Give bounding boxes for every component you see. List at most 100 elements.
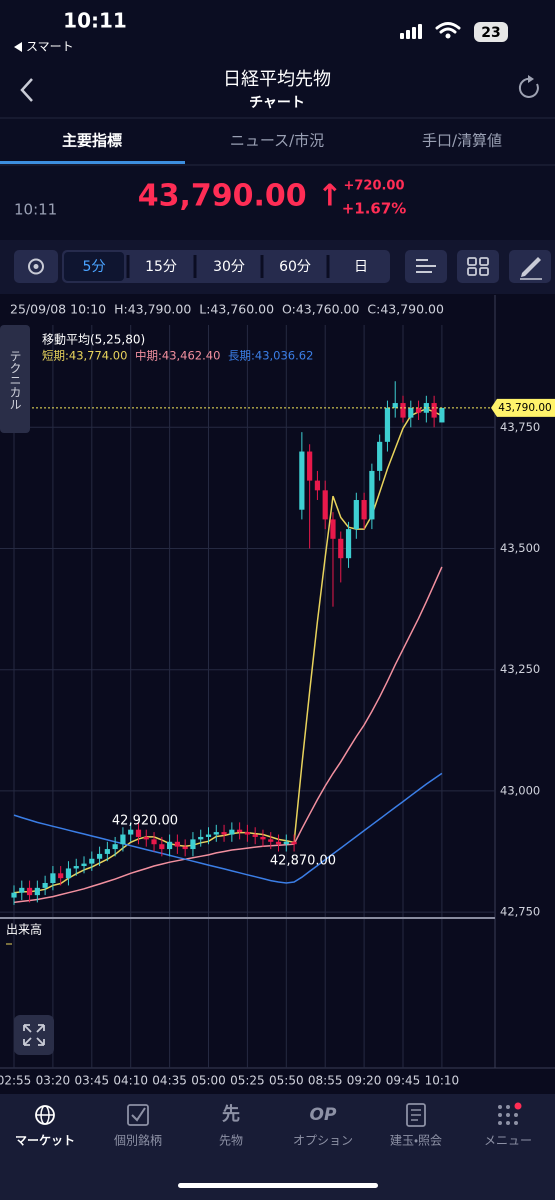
x-tick-label: 09:45	[386, 1074, 421, 1088]
tab-underline	[0, 161, 185, 164]
legend-entry: 中期:43,462.40	[135, 349, 220, 363]
quote-change-pct: +1.67%	[342, 200, 407, 218]
volume-label: 出来高	[6, 923, 42, 937]
bottom-nav	[0, 1094, 555, 1200]
candle-body	[89, 858, 95, 864]
y-tick-label: 43,500	[500, 541, 540, 555]
price-tag	[491, 398, 555, 417]
nav-label[interactable]: オプション	[293, 1134, 353, 1148]
nav-label[interactable]: 個別銘柄	[114, 1133, 162, 1148]
candle-body	[143, 836, 149, 840]
side-tab[interactable]	[0, 325, 30, 433]
candle-body	[244, 832, 250, 835]
nav-item[interactable]: マーケット	[15, 1105, 75, 1148]
status-time: 10:11	[63, 9, 127, 33]
tab[interactable]: ニュース/市況	[230, 132, 324, 150]
back-app[interactable]: スマート	[26, 40, 74, 54]
candle-body	[174, 841, 180, 847]
nav-label[interactable]: メニュー	[484, 1134, 532, 1148]
candle-body	[112, 844, 118, 850]
candle-body	[252, 834, 258, 837]
nav-item[interactable]: 個別銘柄	[114, 1104, 162, 1148]
refresh-arrow	[528, 75, 534, 83]
chart-layer: 42,750 43,000 43,250 43,500 43,750 02:55 03:20…	[0, 325, 555, 1088]
signal-icon	[400, 24, 422, 39]
ma-title: 移動平均(5,25,80)	[42, 333, 145, 347]
candle-body	[182, 846, 188, 850]
gear-center	[33, 264, 39, 269]
candle-body	[26, 887, 33, 896]
candle-body	[81, 863, 87, 867]
nav-item[interactable]: 建玉・照会	[390, 1103, 442, 1148]
candle-body	[307, 451, 313, 481]
candle-body	[167, 841, 173, 850]
candle-body	[205, 834, 212, 837]
nav-icon: 先	[222, 1103, 240, 1125]
x-tick-label: 08:55	[308, 1074, 343, 1088]
nav-label[interactable]: 建玉・照会	[390, 1134, 442, 1148]
candle-body	[384, 407, 391, 442]
back-app-arrow[interactable]	[14, 42, 22, 52]
bars-icon	[416, 259, 436, 273]
candle-body	[345, 529, 352, 559]
price-tag-label: 43,790.00	[498, 402, 551, 414]
candle-body	[151, 839, 157, 845]
expand-button[interactable]	[14, 1015, 54, 1055]
candle-body	[198, 836, 204, 840]
candle-body	[237, 829, 243, 833]
nav-item[interactable]: OP オプション	[293, 1105, 353, 1148]
y-tick-label: 42,750	[500, 905, 540, 919]
nav-label[interactable]: 先物	[219, 1134, 243, 1148]
quote-change: +720.00	[343, 179, 404, 194]
x-tick-label: 02:55	[0, 1074, 31, 1088]
pencil-icon	[521, 257, 541, 277]
candle-body	[377, 441, 383, 471]
header-title: 日経平均先物	[223, 69, 331, 90]
candle-body	[229, 829, 235, 835]
x-tick-label: 09:20	[347, 1074, 382, 1088]
x-tick-label: 10:10	[425, 1074, 460, 1088]
candle-body	[322, 490, 328, 520]
grid-icon	[467, 257, 489, 276]
annotation: 42,920.00	[112, 814, 178, 829]
nav-item[interactable]: メニュー	[484, 1102, 532, 1148]
interval-button[interactable]: 5分	[83, 259, 106, 275]
tab-active[interactable]: 主要指標	[62, 132, 122, 150]
y-tick-label: 43,000	[500, 783, 540, 797]
candle-body	[120, 834, 126, 845]
ohlc-info: 25/09/08 10:10 H:43,790.00 L:43,760.00 O…	[10, 302, 444, 317]
candle-body	[190, 839, 196, 850]
tab[interactable]: 手口/清算値	[422, 132, 502, 150]
candle-body	[268, 839, 274, 842]
candle-body	[283, 841, 289, 845]
interval-button[interactable]: 30分	[213, 259, 245, 275]
candle-body	[34, 887, 40, 896]
expand-icon	[23, 1024, 45, 1046]
refresh-button[interactable]	[518, 77, 539, 98]
x-tick-label: 05:00	[191, 1074, 226, 1088]
gear-icon	[28, 258, 44, 275]
x-tick-label: 05:25	[230, 1074, 265, 1088]
nav-item[interactable]: 先 先物	[219, 1103, 243, 1148]
interval-group	[62, 250, 390, 283]
legend-entry: 短期:43,774.00	[42, 349, 127, 363]
wifi-dot	[445, 33, 451, 39]
nav-label[interactable]: マーケット	[15, 1134, 75, 1148]
header-subtitle: チャート	[249, 95, 305, 111]
x-tick-label: 03:45	[75, 1074, 110, 1088]
interval-button[interactable]: 15分	[145, 259, 177, 275]
x-tick-label: 03:20	[36, 1074, 71, 1088]
candle-body	[392, 403, 398, 408]
battery	[474, 22, 508, 42]
candle-body	[291, 841, 297, 845]
x-tick-label: 04:35	[152, 1074, 187, 1088]
battery-level: 23	[481, 25, 500, 41]
interval-button[interactable]: 日	[354, 259, 368, 275]
candle-body	[19, 887, 25, 893]
side-tab-label[interactable]: テクニカル	[8, 350, 22, 410]
back-button[interactable]	[20, 78, 33, 102]
candle-body	[415, 407, 422, 413]
layout-button[interactable]	[457, 250, 499, 283]
interval-button[interactable]: 60分	[279, 259, 311, 275]
